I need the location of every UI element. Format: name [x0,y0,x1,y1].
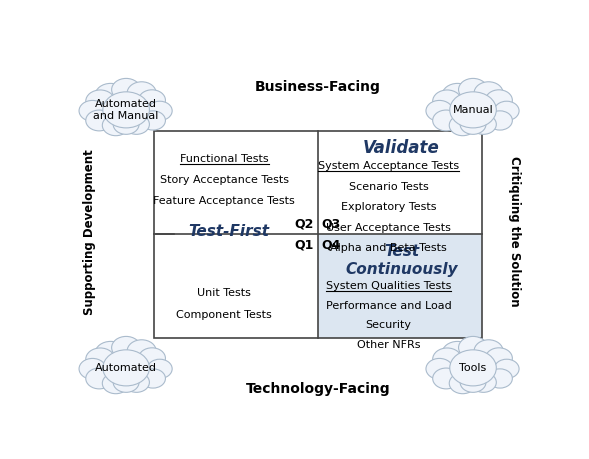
Circle shape [450,350,497,386]
Circle shape [471,372,497,392]
Circle shape [459,78,488,101]
Circle shape [95,84,126,107]
Text: Alpha and Beta Tests: Alpha and Beta Tests [330,243,447,253]
Circle shape [426,358,453,379]
Text: Tools: Tools [459,363,487,373]
Text: Manual: Manual [453,105,494,115]
Circle shape [488,111,512,130]
Circle shape [113,372,139,392]
Text: Functional Tests: Functional Tests [180,154,269,164]
Circle shape [95,341,126,365]
Circle shape [474,82,503,104]
Circle shape [474,340,503,362]
Text: Security: Security [366,320,412,330]
Circle shape [124,372,150,392]
Circle shape [112,78,141,101]
Circle shape [147,101,172,120]
Text: Feature Acceptance Tests: Feature Acceptance Tests [153,196,295,207]
Circle shape [488,369,512,388]
Text: Business-Facing: Business-Facing [255,80,380,94]
Text: Q4: Q4 [322,239,341,252]
Circle shape [460,114,486,134]
Circle shape [79,358,106,379]
Text: Component Tests: Component Tests [176,309,272,319]
Circle shape [147,359,172,378]
Circle shape [138,90,166,111]
Circle shape [127,340,156,362]
Text: Exploratory Tests: Exploratory Tests [341,202,436,212]
Text: System Acceptance Tests: System Acceptance Tests [318,161,459,171]
Circle shape [485,90,512,111]
Text: Q3: Q3 [322,217,341,230]
Circle shape [494,359,519,378]
Text: Q1: Q1 [295,239,314,252]
Circle shape [141,369,166,388]
Text: Automated: Automated [95,363,157,373]
FancyBboxPatch shape [318,235,482,338]
Circle shape [471,114,497,134]
Text: Technology-Facing: Technology-Facing [246,382,390,396]
Circle shape [103,350,150,386]
Circle shape [124,114,150,134]
Text: Unit Tests: Unit Tests [197,288,251,298]
Text: Validate: Validate [363,139,440,157]
Bar [154,131,482,338]
Circle shape [426,101,453,121]
Circle shape [127,82,156,104]
Circle shape [86,348,115,370]
Text: System Qualities Tests: System Qualities Tests [326,281,451,291]
Text: Scenario Tests: Scenario Tests [349,182,428,191]
Circle shape [113,114,139,134]
Text: User Acceptance Tests: User Acceptance Tests [326,223,451,233]
Circle shape [449,115,476,136]
Circle shape [79,101,106,121]
Text: Q2: Q2 [295,217,314,230]
Circle shape [112,336,141,359]
Text: Test
Continuously: Test Continuously [345,244,458,277]
Circle shape [442,84,473,107]
Circle shape [433,110,459,131]
Circle shape [494,101,519,120]
Text: Supporting Development: Supporting Development [83,149,96,315]
Circle shape [141,111,166,130]
Circle shape [460,372,486,392]
Circle shape [103,92,150,128]
Circle shape [485,348,512,369]
Circle shape [450,92,497,128]
Circle shape [433,90,462,112]
Text: Story Acceptance Tests: Story Acceptance Tests [160,175,289,185]
Text: Critiquing the Solution: Critiquing the Solution [508,157,521,307]
Circle shape [138,348,166,369]
Text: Test-First: Test-First [188,224,269,239]
Circle shape [102,373,129,394]
Text: Other NFRs: Other NFRs [357,340,421,350]
Circle shape [449,373,476,394]
Circle shape [433,348,462,370]
Circle shape [433,368,459,389]
Circle shape [86,90,115,112]
Text: Performance and Load: Performance and Load [326,301,451,311]
Circle shape [459,336,488,359]
Circle shape [86,368,112,389]
Circle shape [442,341,473,365]
Circle shape [86,110,112,131]
Circle shape [102,115,129,136]
Text: Automated
and Manual: Automated and Manual [94,99,159,121]
